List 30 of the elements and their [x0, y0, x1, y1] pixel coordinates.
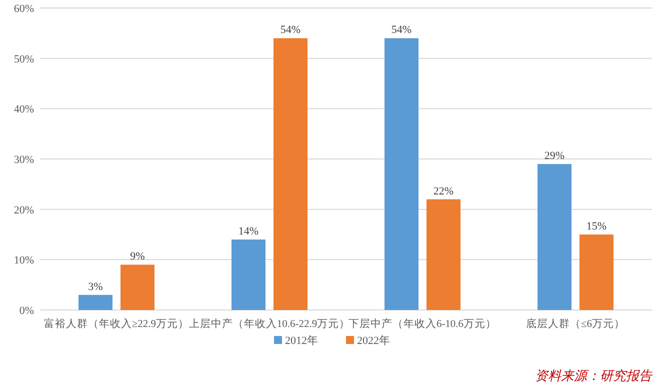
bar: [78, 294, 112, 310]
text: 资料来源：研究报告: [535, 368, 653, 383]
x-tick-label: 上层中产（年收入10.6-22.9万元）: [188, 317, 350, 330]
bar: [384, 38, 418, 310]
y-tick-label: 50%: [14, 53, 34, 66]
y-tick-label: 10%: [14, 254, 34, 267]
x-tick-label: 富裕人群（年收入≥22.9万元）: [44, 317, 190, 330]
y-tick-label: 40%: [14, 104, 34, 116]
data-label: 15%: [586, 220, 607, 232]
data-label: 3%: [88, 280, 103, 293]
data-label: 9%: [130, 250, 145, 263]
x-tick-label: 下层中产（年收入6-10.6万元）: [348, 317, 497, 330]
data-label: 14%: [238, 226, 259, 238]
data-label: 54%: [391, 24, 412, 36]
y-tick-label: 60%: [14, 3, 34, 15]
bar: [580, 234, 614, 310]
x-tick-label: 底层人群（≤6万元）: [526, 317, 626, 330]
bar: [232, 240, 266, 310]
y-tick-label: 0%: [19, 305, 34, 317]
bar: [120, 264, 154, 310]
data-label: 29%: [544, 150, 565, 162]
data-label: 22%: [433, 185, 454, 198]
y-tick-label: 30%: [14, 154, 34, 166]
legend-label: 2012年: [285, 335, 318, 347]
y-tick-label: 20%: [14, 204, 34, 216]
legend-label: 2022年: [357, 335, 390, 347]
bar: [426, 199, 460, 310]
data-label: 54%: [280, 24, 301, 36]
bar: [538, 164, 572, 310]
bar: [274, 38, 308, 310]
